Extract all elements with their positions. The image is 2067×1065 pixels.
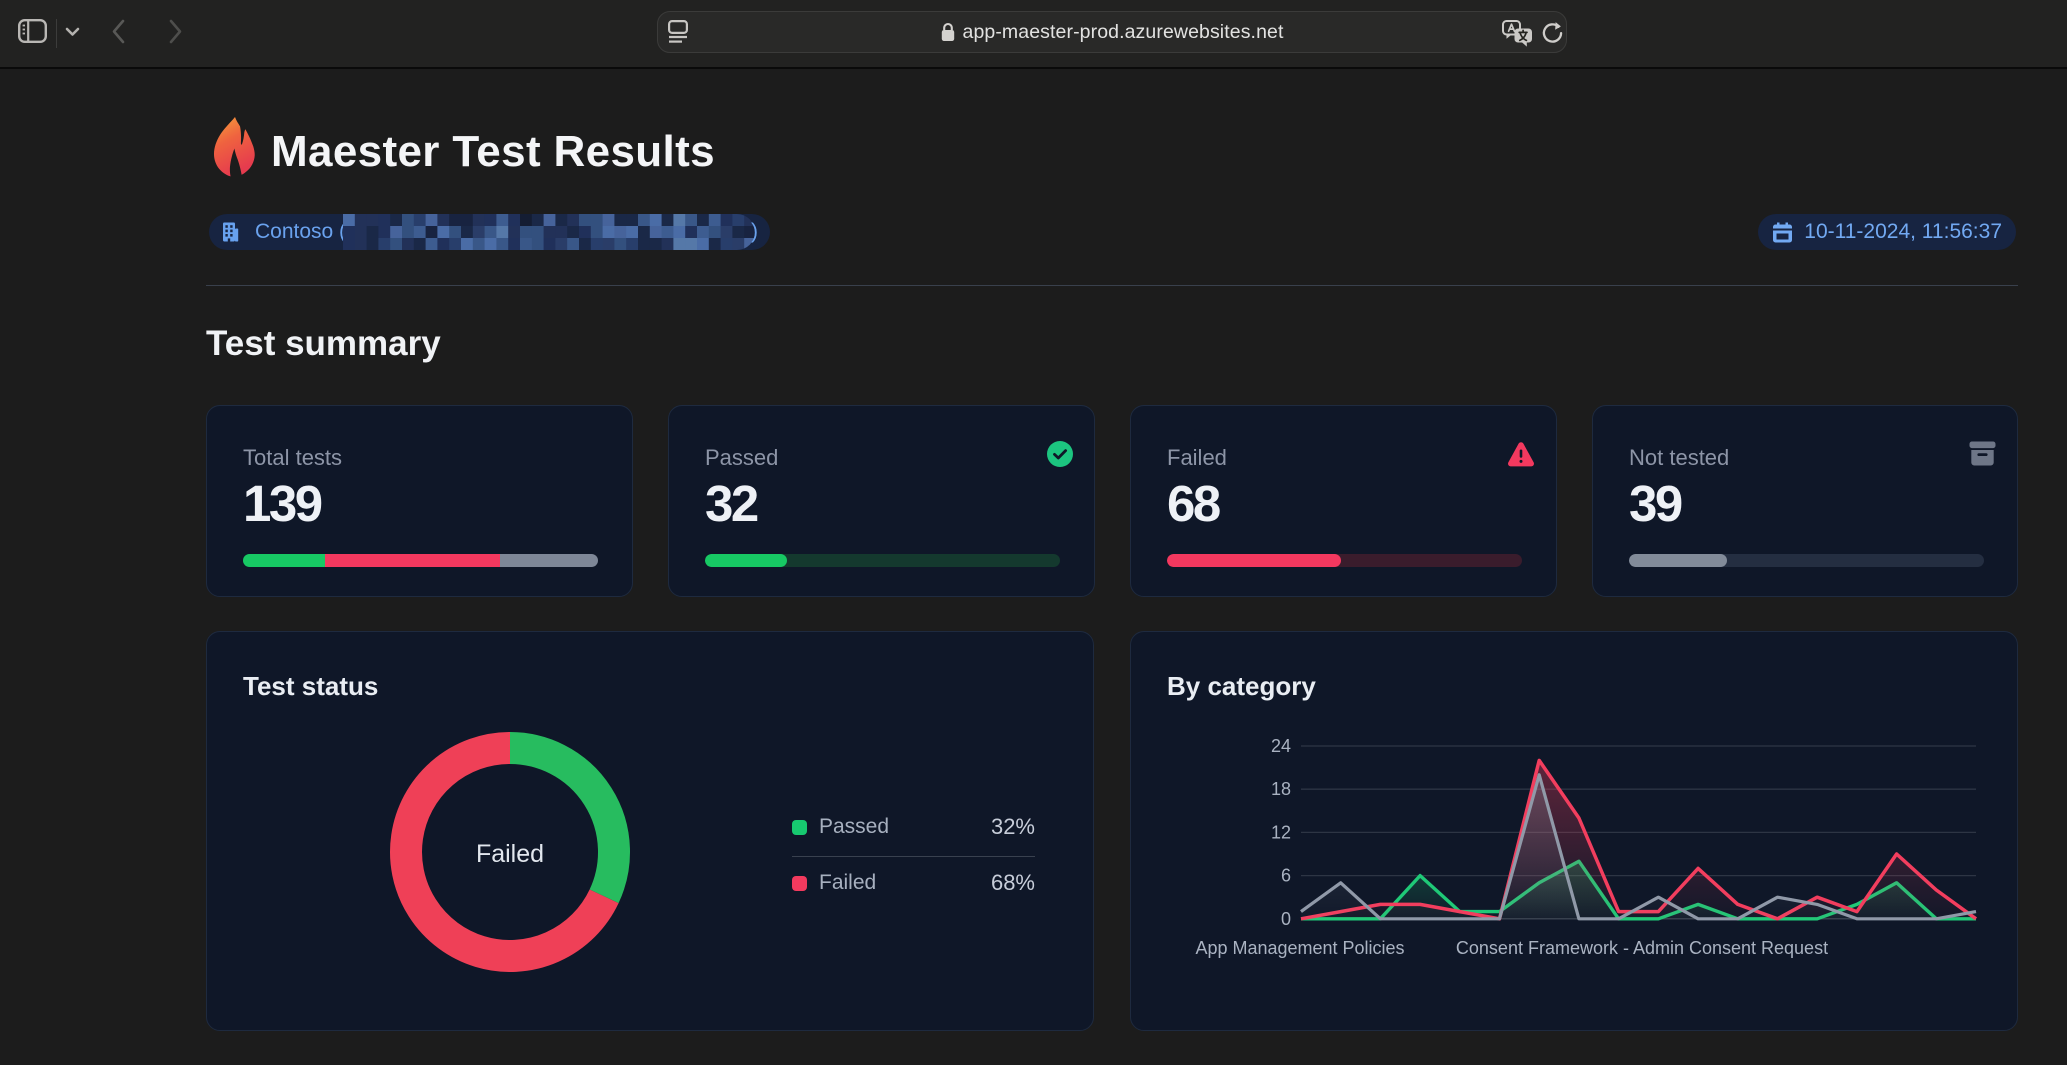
svg-text:18: 18	[1271, 779, 1291, 799]
svg-text:App Management Policies: App Management Policies	[1195, 938, 1404, 958]
svg-text:6: 6	[1281, 866, 1291, 886]
svg-text:Failed: Failed	[476, 840, 544, 868]
svg-text:Consent Framework - Admin Cons: Consent Framework - Admin Consent Reques…	[1456, 938, 1828, 958]
svg-text:12: 12	[1271, 822, 1291, 842]
svg-text:24: 24	[1271, 736, 1291, 756]
svg-text:0: 0	[1281, 909, 1291, 929]
